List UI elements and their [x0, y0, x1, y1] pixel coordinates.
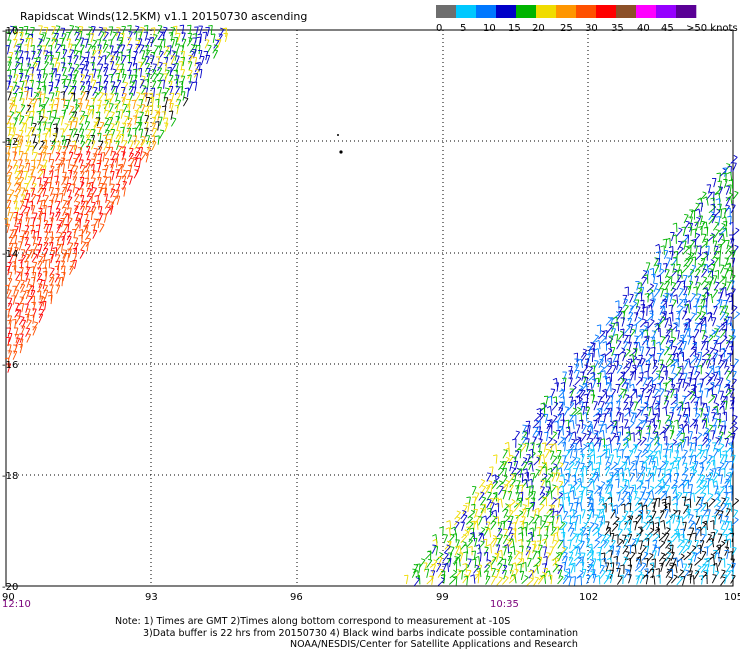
colorbar-swatch	[436, 5, 457, 18]
longitude-label: 105	[724, 592, 740, 603]
longitude-label: 96	[290, 592, 303, 603]
colorbar-label: 10	[483, 23, 496, 34]
colorbar-label: 25	[560, 23, 573, 34]
time-label-right: 10:35	[490, 599, 519, 610]
colorbar-swatch	[616, 5, 637, 18]
colorbar-swatch	[596, 5, 617, 18]
colorbar-label: >50 knots	[686, 23, 738, 34]
plot-frame	[5, 29, 734, 587]
latitude-label: -14	[2, 249, 18, 260]
longitude-label: 90	[2, 592, 15, 603]
colorbar-label: 35	[611, 23, 624, 34]
colorbar-swatch	[456, 5, 477, 18]
colorbar-swatch	[476, 5, 497, 18]
colorbar-swatch	[676, 5, 697, 18]
map-title: Rapidscat Winds(12.5KM) v1.1 20150730 as…	[20, 10, 307, 23]
colorbar-label: 20	[532, 23, 545, 34]
latitude-labels: -10 -12 -14 -16 -18 -20	[2, 26, 18, 593]
colorbar-label: 0	[436, 23, 442, 34]
colorbar-swatch	[636, 5, 657, 18]
colorbar-swatch	[576, 5, 597, 18]
colorbar-label: 45	[661, 23, 674, 34]
note-line-2: 3)Data buffer is 22 hrs from 20150730 4)…	[143, 628, 578, 639]
latitude-label: -12	[2, 137, 18, 148]
note-line-1: Note: 1) Times are GMT 2)Times along bot…	[115, 616, 510, 627]
wind-swath-left	[3, 24, 228, 373]
longitude-label: 93	[145, 592, 158, 603]
colorbar-swatch	[496, 5, 517, 18]
colorbar-swatch	[556, 5, 577, 18]
latitude-label: -18	[2, 471, 18, 482]
latitude-label: -20	[2, 582, 18, 593]
latitude-label: -10	[2, 26, 18, 37]
longitude-label: 99	[436, 592, 449, 603]
colorbar-label: 40	[637, 23, 650, 34]
colorbar: 0 5 10 15 20 25 30 35 40 45 >50 knots	[436, 5, 738, 34]
colorbar-label: 5	[460, 23, 466, 34]
colorbar-label: 30	[585, 23, 598, 34]
wind-swath-right	[404, 155, 740, 587]
colorbar-label: 15	[508, 23, 521, 34]
island-marker	[337, 134, 343, 154]
latitude-label: -16	[2, 360, 18, 371]
colorbar-swatch	[656, 5, 677, 18]
grid-lines	[6, 30, 733, 586]
note-line-3: NOAA/NESDIS/Center for Satellite Applica…	[290, 639, 578, 650]
colorbar-swatch	[536, 5, 557, 18]
longitude-label: 102	[579, 592, 598, 603]
longitude-labels: 90 93 96 99 102 105	[2, 592, 740, 603]
colorbar-swatch	[516, 5, 537, 18]
time-label-left: 12:10	[2, 599, 31, 610]
